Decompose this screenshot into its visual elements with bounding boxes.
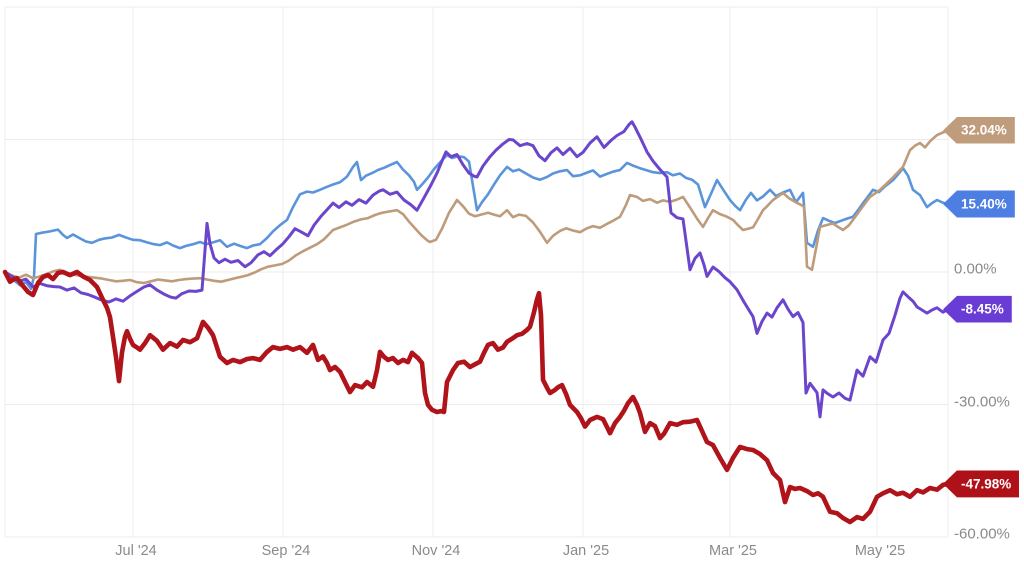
x-tick-label: Jan '25 <box>562 543 610 559</box>
y-tick-label: 0.00% <box>954 260 997 278</box>
x-tick-label: Mar '25 <box>709 543 757 559</box>
x-tick-label: May '25 <box>854 543 906 559</box>
end-badge-red[interactable]: -47.98% <box>943 470 1020 498</box>
red-series-line[interactable] <box>2 269 951 525</box>
end-badge-tan[interactable]: 32.04% <box>943 116 1015 144</box>
y-tick-label: -60.00% <box>954 525 1010 543</box>
end-badge-blue[interactable]: 15.40% <box>943 190 1015 218</box>
end-badge-purple[interactable]: -8.45% <box>943 295 1012 323</box>
x-tick-label: Jul '24 <box>115 543 157 559</box>
x-tick-label: Sep '24 <box>261 543 311 559</box>
y-tick-label: -30.00% <box>954 393 1010 410</box>
tan-series-line[interactable] <box>3 129 950 285</box>
purple-series-line[interactable] <box>3 120 950 419</box>
x-tick-label: Nov '24 <box>411 543 461 559</box>
